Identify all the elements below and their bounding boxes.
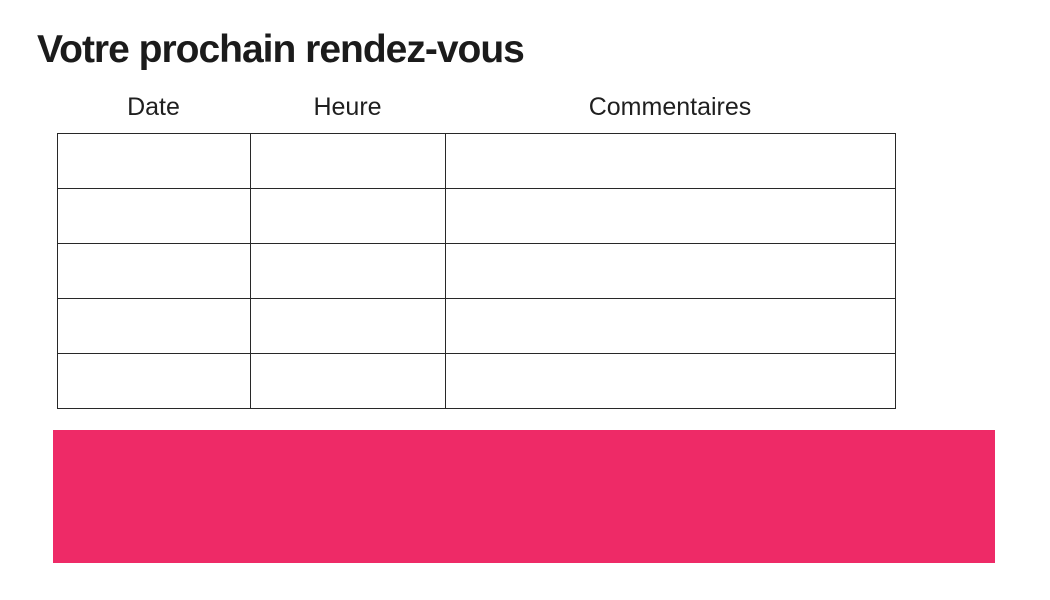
table-cell <box>445 133 896 189</box>
table-cell <box>445 243 896 299</box>
table-row <box>57 298 896 354</box>
table-row <box>57 133 896 189</box>
table-cell <box>250 133 446 189</box>
table-cell <box>250 353 446 409</box>
table-cell <box>445 298 896 354</box>
table-cell <box>57 188 251 244</box>
table-cell <box>57 243 251 299</box>
table-cell <box>250 243 446 299</box>
table-cell <box>250 188 446 244</box>
table-cell <box>445 353 896 409</box>
table-cell <box>57 298 251 354</box>
column-header-heure: Heure <box>313 93 382 121</box>
table-cell <box>57 133 251 189</box>
appointment-table <box>57 133 896 409</box>
column-header-date: Date <box>127 93 180 121</box>
table-row <box>57 188 896 244</box>
table-cell <box>250 298 446 354</box>
table-row <box>57 243 896 299</box>
table-row <box>57 353 896 409</box>
table-cell <box>445 188 896 244</box>
column-header-commentaires: Commentaires <box>588 93 752 121</box>
accent-banner <box>53 430 995 563</box>
table-header-row: Date Heure Commentaires <box>57 92 895 122</box>
page-title: Votre prochain rendez-vous <box>37 28 525 71</box>
table-cell <box>57 353 251 409</box>
